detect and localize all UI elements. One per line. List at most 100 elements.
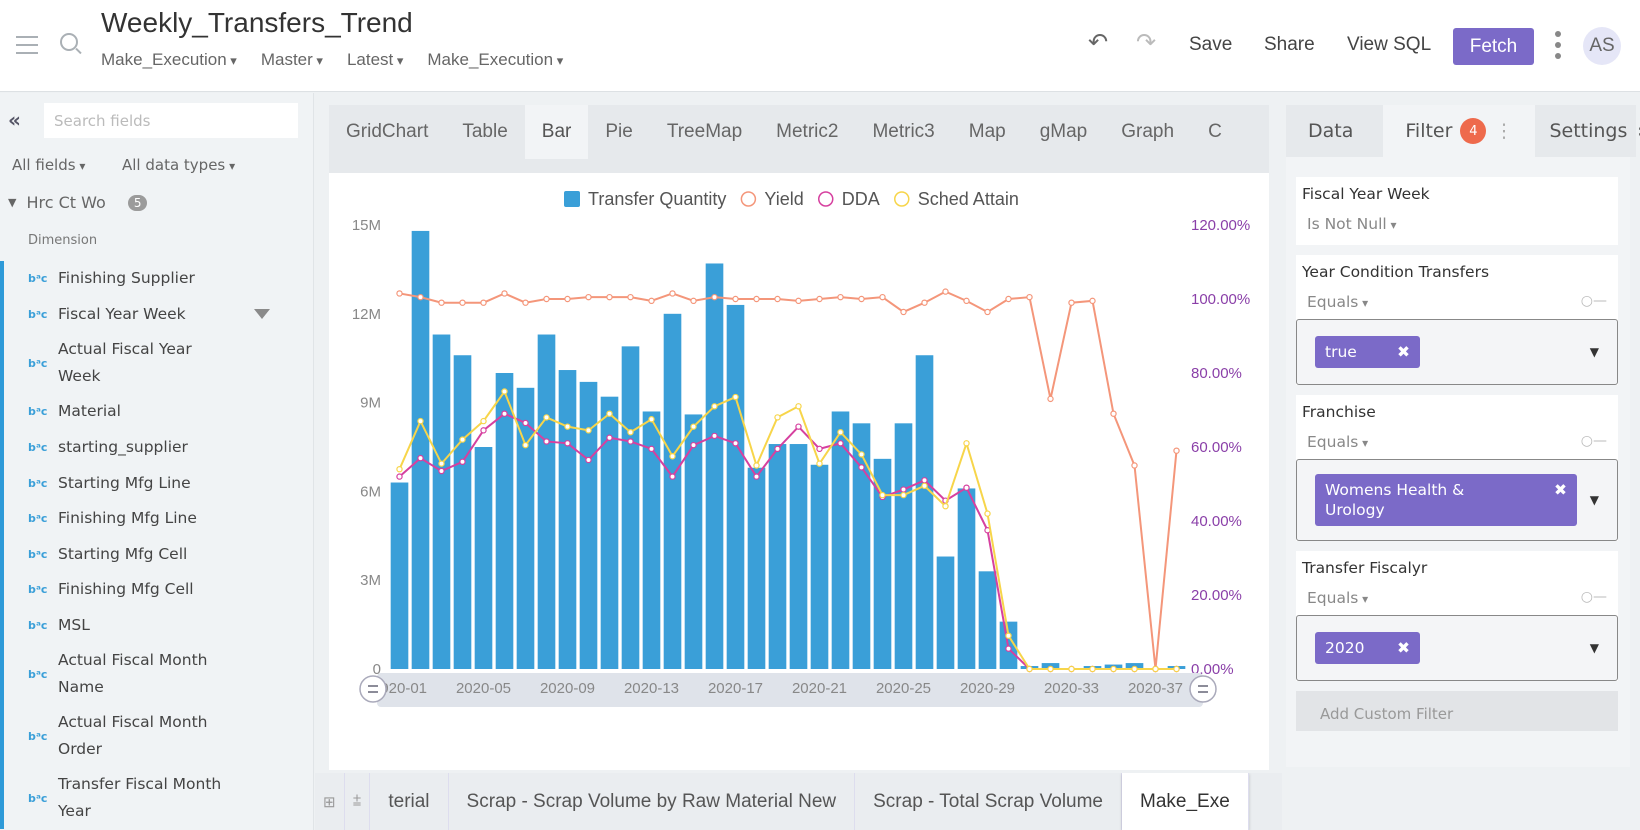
- field-item[interactable]: bᵃc Actual Fiscal Year Week: [4, 332, 310, 394]
- field-item[interactable]: bᵃc Transfer Fiscal Month Year: [4, 767, 310, 829]
- field-item[interactable]: bᵃc Finishing Mfg Cell: [4, 572, 310, 608]
- all-fields-dropdown[interactable]: All fields: [12, 156, 85, 174]
- view-sql-button[interactable]: View SQL: [1347, 34, 1432, 55]
- point: [522, 299, 529, 306]
- app-header: Weekly_Transfers_Trend Make_Execution Ma…: [0, 0, 1640, 92]
- right-panel: Data Filter 4 ⋮ Settings » Fiscal Year Wee…: [1282, 93, 1640, 830]
- chart-tab-metric3[interactable]: Metric3: [872, 121, 935, 142]
- tab-data[interactable]: Data: [1286, 105, 1383, 157]
- point: [963, 484, 970, 491]
- field-item[interactable]: bᵃc starting_supplier: [4, 430, 310, 466]
- section-label: Dimension: [28, 233, 98, 248]
- search-icon[interactable]: [60, 33, 78, 51]
- point: [858, 295, 865, 303]
- sheet-tab-active[interactable]: Make_Exe: [1122, 773, 1249, 830]
- slider-handle[interactable]: [1189, 675, 1217, 703]
- share-button[interactable]: Share: [1264, 34, 1315, 55]
- point: [585, 427, 592, 434]
- filter-icon[interactable]: [254, 309, 270, 320]
- list-options-icon[interactable]: ○—: [1580, 293, 1607, 309]
- operator-dropdown[interactable]: Is Not Null: [1307, 215, 1397, 233]
- field-item[interactable]: bᵃc Fiscal Year Week: [4, 297, 310, 333]
- operator-dropdown[interactable]: Equals: [1307, 293, 1368, 311]
- list-options-icon[interactable]: ○—: [1580, 433, 1607, 449]
- chart-tab-pie[interactable]: Pie: [605, 121, 633, 142]
- save-button[interactable]: Save: [1189, 34, 1233, 55]
- point: [1089, 665, 1096, 673]
- operator-dropdown[interactable]: Equals: [1307, 433, 1368, 451]
- point: [1110, 410, 1117, 417]
- expand-panel-icon[interactable]: »: [1637, 105, 1640, 157]
- field-label: Starting Mfg Line: [58, 473, 191, 492]
- point: [669, 473, 676, 480]
- remove-chip-icon[interactable]: ✖: [1397, 639, 1410, 657]
- add-chart-icon[interactable]: ⩲: [345, 773, 371, 830]
- bar: [516, 387, 535, 669]
- chart-tab-c[interactable]: C: [1208, 121, 1222, 142]
- point: [900, 308, 907, 316]
- chart-tab-metric2[interactable]: Metric2: [776, 121, 839, 142]
- value-select[interactable]: Womens Health & Urology ✖ ▼: [1296, 459, 1618, 541]
- add-sheet-icon[interactable]: ⊞: [315, 773, 345, 830]
- point: [606, 434, 613, 441]
- branch-dropdown[interactable]: Master: [261, 50, 323, 70]
- connection-dropdown[interactable]: Make_Execution: [101, 50, 237, 70]
- slider-handle[interactable]: [359, 675, 387, 703]
- chart-tab-gridchart[interactable]: GridChart: [346, 121, 429, 142]
- field-item[interactable]: bᵃc Material: [4, 394, 310, 430]
- operator-dropdown[interactable]: Equals: [1307, 589, 1368, 607]
- point: [522, 419, 529, 427]
- chart-tab-treemap[interactable]: TreeMap: [666, 121, 743, 142]
- fetch-button[interactable]: Fetch: [1453, 28, 1534, 65]
- add-custom-filter-button[interactable]: Add Custom Filter: [1296, 691, 1618, 731]
- slider-track[interactable]: [377, 673, 1203, 707]
- chevron-down-icon[interactable]: ▼: [1589, 493, 1599, 507]
- sheet-tab[interactable]: Scrap - Scrap Volume by Raw Material New: [449, 773, 856, 830]
- x-tick-label: 2020-09: [540, 680, 595, 697]
- field-group[interactable]: ▼ Hrc Ct Wo 5: [8, 193, 148, 212]
- point: [501, 290, 508, 297]
- bar: [789, 444, 808, 669]
- point: [459, 299, 466, 306]
- tab-filter[interactable]: Filter 4 ⋮: [1383, 105, 1536, 157]
- version-dropdown[interactable]: Latest: [347, 50, 403, 70]
- collapse-sidebar-icon[interactable]: «: [8, 108, 21, 132]
- chart-tab-map[interactable]: Map: [968, 121, 1006, 142]
- chart-tab-bar[interactable]: Bar: [524, 105, 589, 159]
- x-tick-label: 2020-37: [1128, 680, 1183, 697]
- sheet-tab[interactable]: Scrap - Total Scrap Volume: [855, 773, 1122, 830]
- legend-marker: [740, 191, 757, 207]
- sheet-tab[interactable]: terial: [370, 773, 449, 830]
- kebab-icon[interactable]: ⋮: [1494, 120, 1514, 142]
- field-item[interactable]: bᵃc Finishing Mfg Line: [4, 501, 310, 537]
- remove-chip-icon[interactable]: ✖: [1397, 343, 1410, 361]
- point: [501, 388, 508, 395]
- field-item[interactable]: bᵃc MSL: [4, 608, 310, 644]
- field-item[interactable]: bᵃc Actual Fiscal Month Name: [4, 643, 310, 705]
- value-select[interactable]: true ✖ ▼: [1296, 319, 1618, 385]
- undo-icon[interactable]: ↶: [1088, 29, 1109, 56]
- search-fields-input[interactable]: [44, 103, 298, 138]
- chart-tab-graph[interactable]: Graph: [1121, 121, 1175, 142]
- chart-tab-table[interactable]: Table: [462, 121, 508, 142]
- field-item[interactable]: bᵃc Starting Mfg Cell: [4, 537, 310, 573]
- avatar[interactable]: AS: [1583, 27, 1621, 65]
- all-data-types-dropdown[interactable]: All data types: [122, 156, 235, 174]
- list-options-icon[interactable]: ○—: [1580, 589, 1607, 605]
- string-type-icon: bᵃc: [28, 272, 48, 286]
- chevron-down-icon[interactable]: ▼: [1589, 345, 1599, 359]
- field-item[interactable]: bᵃc Finishing Supplier: [4, 261, 310, 297]
- more-options-icon[interactable]: [1555, 31, 1561, 59]
- value-select[interactable]: 2020 ✖ ▼: [1296, 615, 1618, 681]
- tab-settings[interactable]: Settings: [1535, 105, 1637, 157]
- chart-tab-gmap[interactable]: gMap: [1039, 121, 1088, 142]
- value-chip: 2020 ✖: [1315, 632, 1420, 664]
- field-item[interactable]: bᵃc Actual Fiscal Month Order: [4, 705, 310, 767]
- remove-chip-icon[interactable]: ✖: [1554, 481, 1567, 499]
- model-dropdown[interactable]: Make_Execution: [427, 50, 563, 70]
- point: [690, 297, 697, 305]
- chevron-down-icon[interactable]: ▼: [1589, 641, 1599, 655]
- menu-icon[interactable]: [16, 36, 38, 54]
- field-item[interactable]: bᵃc Starting Mfg Line: [4, 465, 310, 501]
- redo-icon[interactable]: ↷: [1136, 29, 1157, 56]
